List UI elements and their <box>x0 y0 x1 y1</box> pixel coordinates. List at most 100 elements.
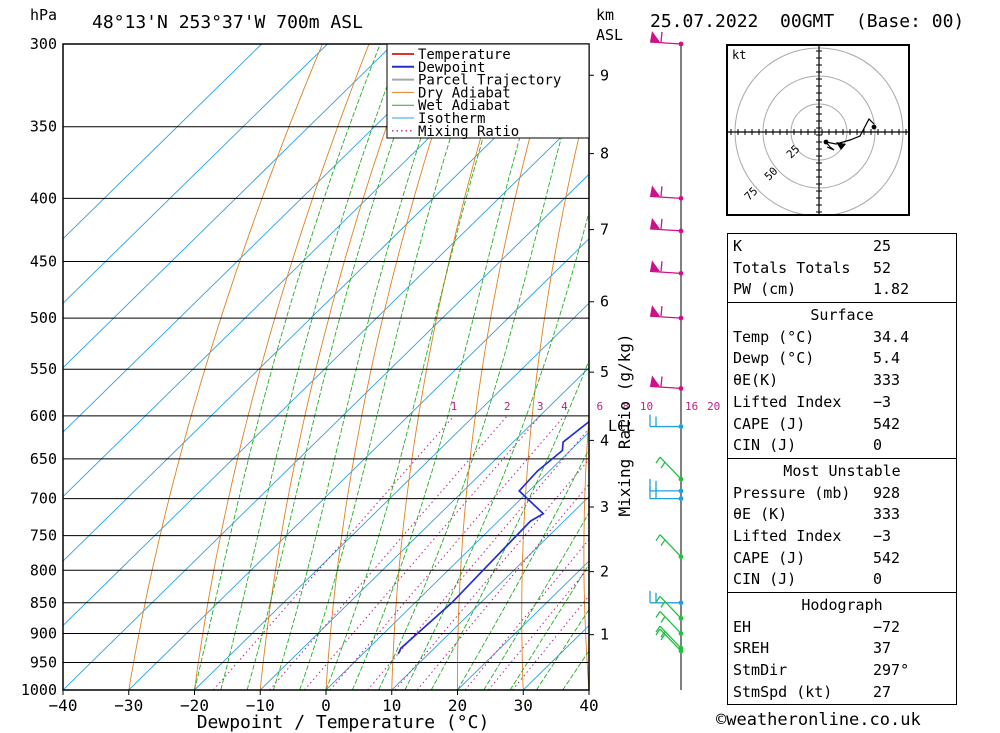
surface-section: Surface Temp (°C) 34.4 Dewp (°C) 5.4 θE(K)… <box>728 302 956 458</box>
wind-barb-flag <box>660 261 663 272</box>
hodograph-point <box>871 124 877 130</box>
isotherm-line <box>63 44 525 498</box>
mixing-ratio-label: 20 <box>707 400 720 413</box>
wet-adiabat-line <box>194 44 381 690</box>
x-tick-label: −30 <box>114 696 143 715</box>
legend-label: Isotherm <box>418 111 485 127</box>
index-row: K 25 <box>733 237 892 255</box>
wind-barb <box>649 228 682 232</box>
isotherm-line <box>325 431 589 690</box>
wet-adiabat-line <box>483 511 589 690</box>
index-row: Dewp (°C) 5.4 <box>733 349 901 368</box>
hodograph-unit: kt <box>732 48 746 62</box>
pressure-tick-label: 750 <box>30 527 57 545</box>
dry-adiabat-line <box>194 44 370 690</box>
mixing-ratio-label: 1 <box>451 400 458 413</box>
datetime-title: 25.07.2022 00GMT (Base: 00) <box>650 11 965 32</box>
pressure-tick-label: 300 <box>30 35 57 53</box>
wind-barb-flag <box>655 628 661 636</box>
index-row: Temp (°C) 34.4 <box>733 327 910 346</box>
mixing-ratio-line <box>329 415 565 690</box>
lcl-label: LCL <box>608 417 635 435</box>
hodograph-trace <box>824 118 875 151</box>
index-row: StmDir 297° <box>733 661 910 680</box>
hodograph-point <box>823 139 829 145</box>
wind-barb-flag <box>660 539 666 547</box>
hodograph-panel: kt 25 50 75 <box>726 43 910 220</box>
x-axis-title: Dewpoint / Temperature (°C) <box>197 712 490 733</box>
indices-table: K 25 Totals Totals 52 PW (cm) 1.82 Surface … <box>727 233 957 706</box>
index-row: θE (K) 333 <box>733 505 901 524</box>
copyright-link[interactable]: ©weatheronline.co.uk <box>716 710 921 730</box>
mixing-ratio-label: 6 <box>596 400 603 413</box>
wind-barb-pennant <box>650 217 660 229</box>
km-label: 5 <box>600 363 609 381</box>
wet-adiabat-line <box>430 359 589 690</box>
wind-barb-pennant <box>650 31 660 42</box>
wind-barb <box>659 456 682 480</box>
wind-barb-flag <box>655 611 661 618</box>
index-row: CAPE (J) 542 <box>733 548 901 567</box>
legend-label: Wet Adiabat <box>418 98 511 114</box>
storm-motion-marker <box>836 142 846 150</box>
isotherm-line <box>457 560 589 690</box>
wind-barb <box>649 315 682 319</box>
pressure-tick-label: 650 <box>30 450 57 468</box>
wind-barb-flag <box>660 31 663 43</box>
hodograph-stats-section: Hodograph EH −72 SREH 37 StmDir 297° StmSpd… <box>728 592 956 704</box>
isotherm-line <box>63 173 589 690</box>
hodograph-ring-label-25: 25 <box>784 143 803 162</box>
isotherm-line <box>63 44 589 562</box>
mixing-ratio-label: 10 <box>640 400 653 413</box>
wet-adiabat-line <box>509 563 589 690</box>
isotherm-line <box>63 109 589 627</box>
pressure-tick-label: 700 <box>30 490 57 508</box>
isotherm-line <box>391 495 589 690</box>
wind-barb <box>659 611 682 634</box>
wind-barb-flag <box>660 633 666 641</box>
plot-frame <box>62 43 590 691</box>
most-unstable-section: Most Unstable Pressure (mb) 928 θE (K) 333… <box>728 457 956 592</box>
mixing-ratio-label: 3 <box>537 400 544 413</box>
isotherm-line <box>63 44 262 240</box>
wind-barb-pennant <box>650 305 660 317</box>
section-title: Surface <box>810 306 874 325</box>
mixing-ratio-label: 8 <box>622 400 629 413</box>
pressure-tick-label: 450 <box>30 253 57 271</box>
asl-label: ASL <box>596 26 623 44</box>
wind-barb <box>659 595 682 619</box>
x-tick-label: −20 <box>180 696 209 715</box>
hodograph-ring-label-50: 50 <box>762 165 781 184</box>
wind-barb-flag <box>660 376 663 387</box>
x-tick-label: 30 <box>514 696 533 715</box>
location-title: 48°13'N 253°37'W 700m ASL <box>92 12 363 33</box>
wind-barb-pennant <box>650 260 660 272</box>
dry-adiabat-line <box>521 92 589 690</box>
wind-barb-flag <box>660 218 663 229</box>
wind-barb-flag <box>655 625 661 633</box>
km-label: 4 <box>600 431 609 449</box>
skewt-chart: 3003504004505005506006507007508008509009… <box>21 6 720 733</box>
wind-barb-flag <box>660 600 666 608</box>
wind-barb-flag <box>660 616 666 623</box>
wind-barb-flag <box>655 595 661 603</box>
pressure-tick-label: 400 <box>30 189 57 207</box>
legend-label: Temperature <box>418 47 511 63</box>
x-tick-label: 20 <box>448 696 467 715</box>
wind-barb <box>649 270 682 274</box>
pressure-tick-label: 350 <box>30 118 57 136</box>
wind-barb-flag <box>655 456 661 464</box>
x-tick-label: −10 <box>246 696 275 715</box>
wind-barb <box>659 534 682 558</box>
km-label: 6 <box>600 293 609 311</box>
isotherm-line <box>194 302 589 690</box>
wind-barb-flag <box>660 186 663 197</box>
mixing-ratio-axis-label: Mixing Ratio (g/kg) <box>615 333 634 516</box>
legend-label: Parcel Trajectory <box>418 73 561 89</box>
wind-barb-flag <box>655 534 661 542</box>
index-row: SREH 37 <box>733 639 892 658</box>
x-tick-label: 0 <box>321 696 331 715</box>
legend-label: Dry Adiabat <box>418 85 511 101</box>
km-label: 3 <box>600 498 609 516</box>
